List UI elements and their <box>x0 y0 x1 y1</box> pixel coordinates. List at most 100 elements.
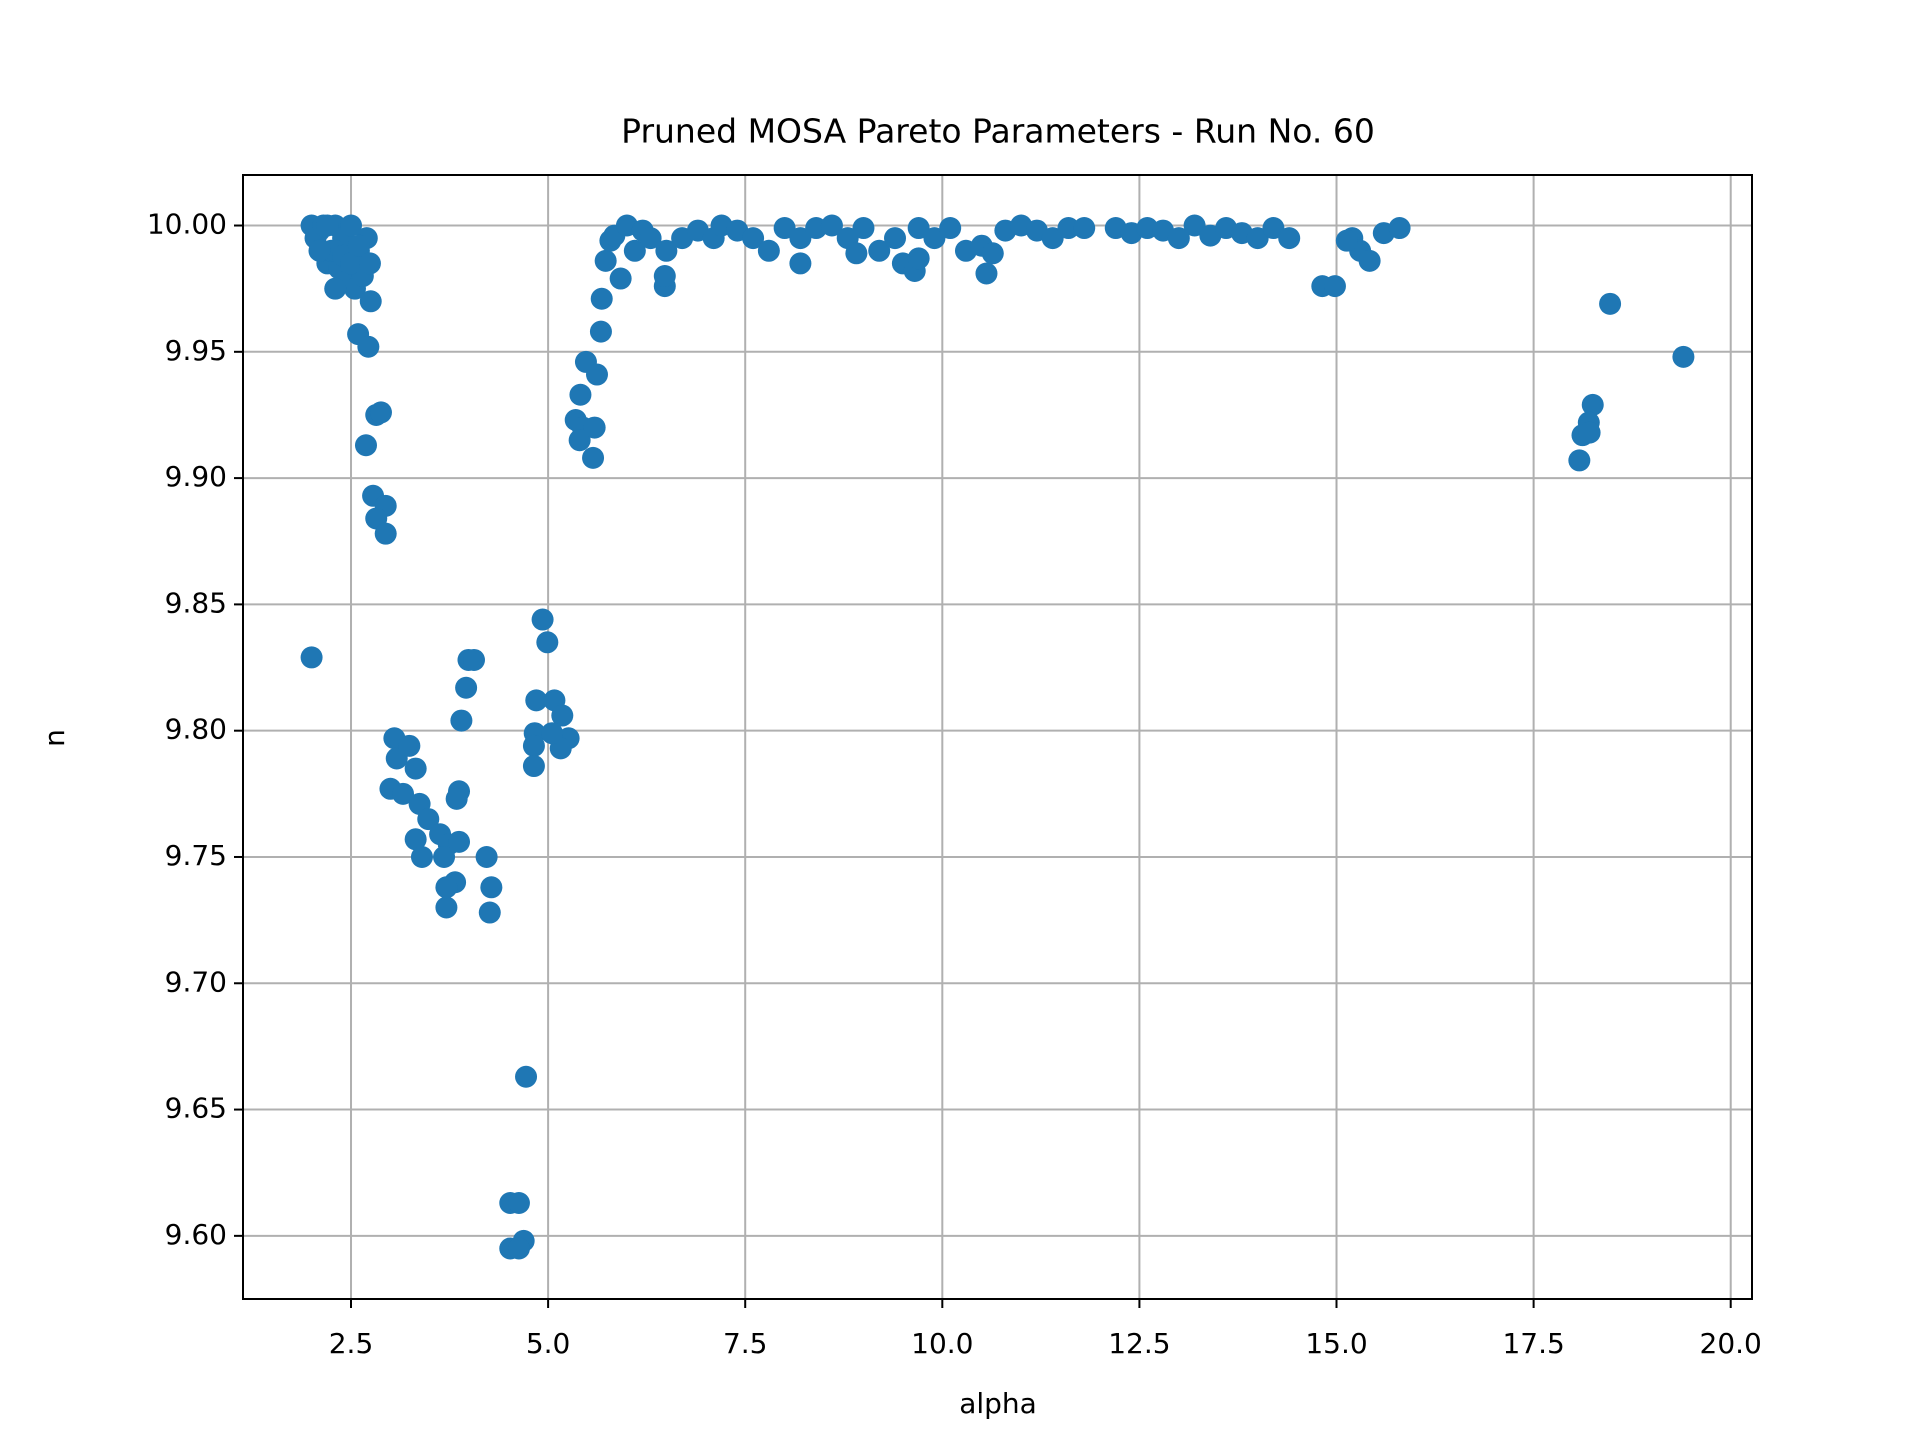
x-tick-label: 7.5 <box>723 1327 768 1360</box>
point <box>820 214 843 237</box>
point <box>433 845 456 868</box>
point <box>845 242 868 265</box>
point <box>1246 227 1269 250</box>
point <box>1568 449 1591 472</box>
point <box>1183 214 1206 237</box>
point <box>478 901 501 924</box>
point <box>773 217 796 240</box>
point <box>589 320 612 343</box>
point <box>1581 393 1604 416</box>
point <box>551 704 574 727</box>
point <box>583 416 606 439</box>
x-axis-label: alpha <box>959 1387 1037 1420</box>
point <box>582 446 605 469</box>
point <box>374 522 397 545</box>
point <box>300 646 323 669</box>
point <box>354 434 377 457</box>
x-tick-label: 17.5 <box>1502 1327 1564 1360</box>
point <box>742 227 765 250</box>
point <box>981 242 1004 265</box>
point <box>1335 229 1358 252</box>
point <box>359 290 382 313</box>
point <box>609 267 632 290</box>
point <box>653 265 676 288</box>
y-tick-label: 9.85 <box>165 586 227 619</box>
point <box>541 722 564 745</box>
point <box>1599 292 1622 315</box>
point <box>868 239 891 262</box>
point <box>410 845 433 868</box>
point <box>1578 421 1601 444</box>
point <box>590 287 613 310</box>
y-tick-label: 9.75 <box>165 839 227 872</box>
point <box>507 1237 530 1260</box>
point <box>907 217 930 240</box>
point <box>655 239 678 262</box>
point <box>757 239 780 262</box>
point <box>907 247 930 270</box>
point <box>522 734 545 757</box>
point <box>568 429 591 452</box>
point <box>392 782 415 805</box>
point <box>357 335 380 358</box>
point <box>531 608 554 631</box>
point <box>404 828 427 851</box>
point <box>316 214 339 237</box>
y-tick-label: 9.90 <box>165 460 227 493</box>
y-axis-label: n <box>38 729 71 747</box>
point <box>789 227 812 250</box>
point <box>939 217 962 240</box>
x-tick-label: 5.0 <box>526 1327 571 1360</box>
y-tick-label: 9.95 <box>165 334 227 367</box>
point <box>448 830 471 853</box>
x-tick-label: 2.5 <box>329 1327 374 1360</box>
point <box>1073 217 1096 240</box>
point <box>445 787 468 810</box>
chart-title: Pruned MOSA Pareto Parameters - Run No. … <box>621 112 1375 151</box>
point <box>340 252 363 275</box>
point <box>1167 227 1190 250</box>
x-tick-label: 10.0 <box>911 1327 973 1360</box>
point <box>594 249 617 272</box>
plot-frame <box>242 174 1753 1300</box>
point <box>585 363 608 386</box>
point <box>463 648 486 671</box>
x-tick-label: 20.0 <box>1700 1327 1762 1360</box>
x-tick-label: 12.5 <box>1108 1327 1170 1360</box>
point <box>1323 275 1346 298</box>
x-tick-label: 15.0 <box>1305 1327 1367 1360</box>
point <box>308 239 331 262</box>
point <box>435 896 458 919</box>
point <box>1672 345 1695 368</box>
point <box>852 217 875 240</box>
point <box>525 689 548 712</box>
point <box>1262 217 1285 240</box>
y-tick-label: 9.60 <box>165 1218 227 1251</box>
point <box>522 755 545 778</box>
y-tick-label: 10.00 <box>147 208 227 241</box>
point <box>435 876 458 899</box>
point <box>480 876 503 899</box>
point <box>1388 217 1411 240</box>
y-tick-label: 9.80 <box>165 713 227 746</box>
point <box>515 1065 538 1088</box>
point <box>1358 249 1381 272</box>
point <box>324 277 347 300</box>
point <box>536 631 559 654</box>
point <box>450 709 473 732</box>
point <box>358 252 381 275</box>
point <box>923 227 946 250</box>
point <box>1041 227 1064 250</box>
point <box>417 808 440 831</box>
point <box>455 676 478 699</box>
point <box>404 757 427 780</box>
point <box>347 234 370 257</box>
point <box>639 227 662 250</box>
point <box>398 734 421 757</box>
point <box>623 239 646 262</box>
point <box>1057 217 1080 240</box>
point <box>975 262 998 285</box>
point <box>569 383 592 406</box>
y-tick-label: 9.65 <box>165 1092 227 1125</box>
